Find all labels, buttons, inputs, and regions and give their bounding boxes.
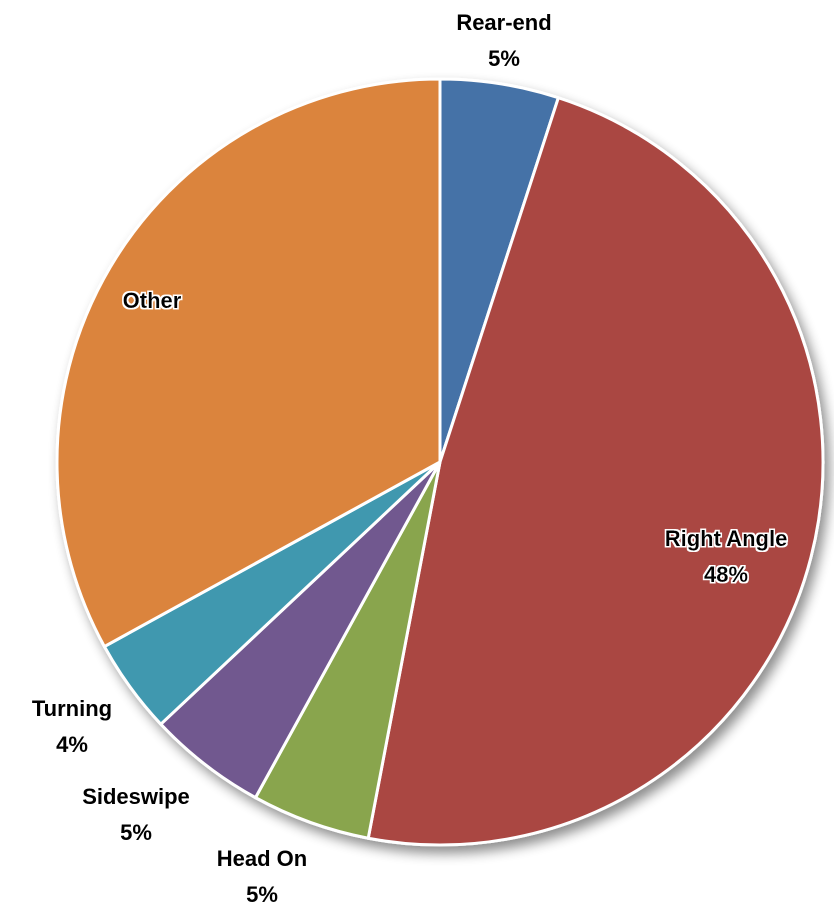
slice-label-rear-end: Rear-end <box>456 10 551 35</box>
pie-slice-other <box>55 77 442 649</box>
slice-label-other: Other <box>123 288 182 313</box>
slice-value-label-head-on: 5% <box>246 882 278 907</box>
pie-labels: Rear-end 5% Right Angle 48% Head On 5% Sideswi… <box>32 10 787 907</box>
slice-label-right-angle: Right Angle <box>665 526 788 551</box>
pie-slice-right-angle <box>366 96 825 847</box>
slice-value-label-rear-end: 5% <box>488 46 520 71</box>
slice-label-head-on: Head On <box>217 846 307 871</box>
slice-value-label-sideswipe: 5% <box>120 820 152 845</box>
pie-slices <box>55 77 825 847</box>
slice-label-sideswipe: Sideswipe <box>82 784 190 809</box>
slice-label-turning: Turning <box>32 696 112 721</box>
slice-value-label-right-angle: 48% <box>704 562 748 587</box>
slice-value-label-turning: 4% <box>56 732 88 757</box>
